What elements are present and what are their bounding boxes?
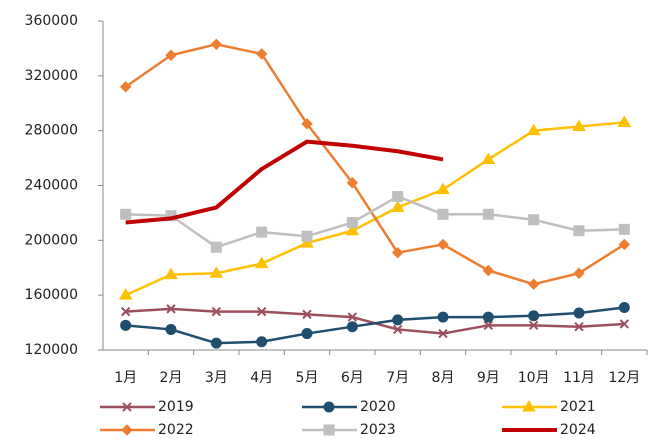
y-tick-label: 200000 [25,232,78,248]
marker [301,328,313,340]
marker [211,306,222,317]
marker [300,236,314,248]
marker [522,400,536,412]
legend-label: 2020 [360,399,396,415]
marker [528,310,540,322]
y-tick-label: 240000 [25,178,78,194]
x-tick-label: 9月 [477,370,500,386]
legend-label: 2021 [560,399,596,415]
x-tick-label: 8月 [432,370,455,386]
marker [573,307,585,319]
x-tick-label: 11月 [563,370,595,386]
series-line [125,139,444,225]
x-tick-label: 5月 [296,370,319,386]
y-tick-label: 160000 [25,287,78,303]
marker [165,49,177,61]
marker [346,321,358,333]
marker [572,119,586,132]
marker [256,336,268,348]
marker [210,38,223,51]
marker [437,208,449,220]
x-tick-label: 12月 [608,370,640,386]
marker [391,246,404,259]
marker [121,424,133,436]
series-line [124,43,626,286]
marker [256,226,268,238]
y-tick-label: 360000 [25,13,78,29]
legend-label: 2024 [560,422,596,438]
marker [482,208,494,220]
marker [437,311,449,323]
marker [618,223,630,235]
marker [619,319,630,329]
legend-label: 2022 [158,422,194,438]
marker [120,306,131,317]
marker [256,306,267,317]
marker [347,312,358,322]
marker [120,319,132,331]
y-tick-label: 120000 [25,342,78,358]
marker [210,337,222,349]
marker [346,177,359,189]
marker [618,238,631,251]
y-tick-label: 320000 [25,68,78,84]
marker [528,320,539,331]
marker [528,214,540,226]
marker [254,256,269,269]
marker [482,264,495,277]
marker [617,115,632,127]
marker [164,267,178,280]
series-line [125,307,625,335]
x-tick-label: 6月 [341,370,364,386]
x-tick-label: 4月 [250,370,273,386]
marker [301,230,313,242]
x-tick-label: 10月 [518,370,550,386]
x-tick-label: 1月 [114,370,137,386]
marker [165,323,177,335]
marker [302,309,312,320]
marker [573,267,585,279]
marker [392,324,403,335]
marker [122,402,132,412]
legend-label: 2019 [158,399,194,415]
marker [390,200,405,212]
marker [345,223,360,236]
marker [573,225,585,237]
x-tick-label: 2月 [160,370,183,386]
marker [323,401,335,413]
marker [392,190,404,202]
marker [527,278,540,290]
marker [210,241,222,253]
series-line [125,195,625,249]
marker [483,320,494,331]
marker [120,208,132,220]
marker [209,266,224,278]
series-line [125,306,625,345]
marker [438,328,448,339]
marker [618,302,630,314]
marker [119,81,132,93]
x-tick-label: 3月 [205,370,228,386]
marker [255,48,268,60]
marker [574,321,584,332]
marker [481,152,496,164]
marker [482,311,494,323]
y-tick-label: 280000 [25,123,78,139]
marker [346,217,358,229]
marker [437,238,449,251]
legend-label: 2023 [360,422,396,438]
marker [166,304,176,314]
marker [118,288,133,300]
marker [301,118,313,130]
marker [436,182,450,195]
x-tick-label: 7月 [386,370,409,386]
marker [526,123,541,136]
marker [323,424,335,436]
marker [392,314,404,326]
